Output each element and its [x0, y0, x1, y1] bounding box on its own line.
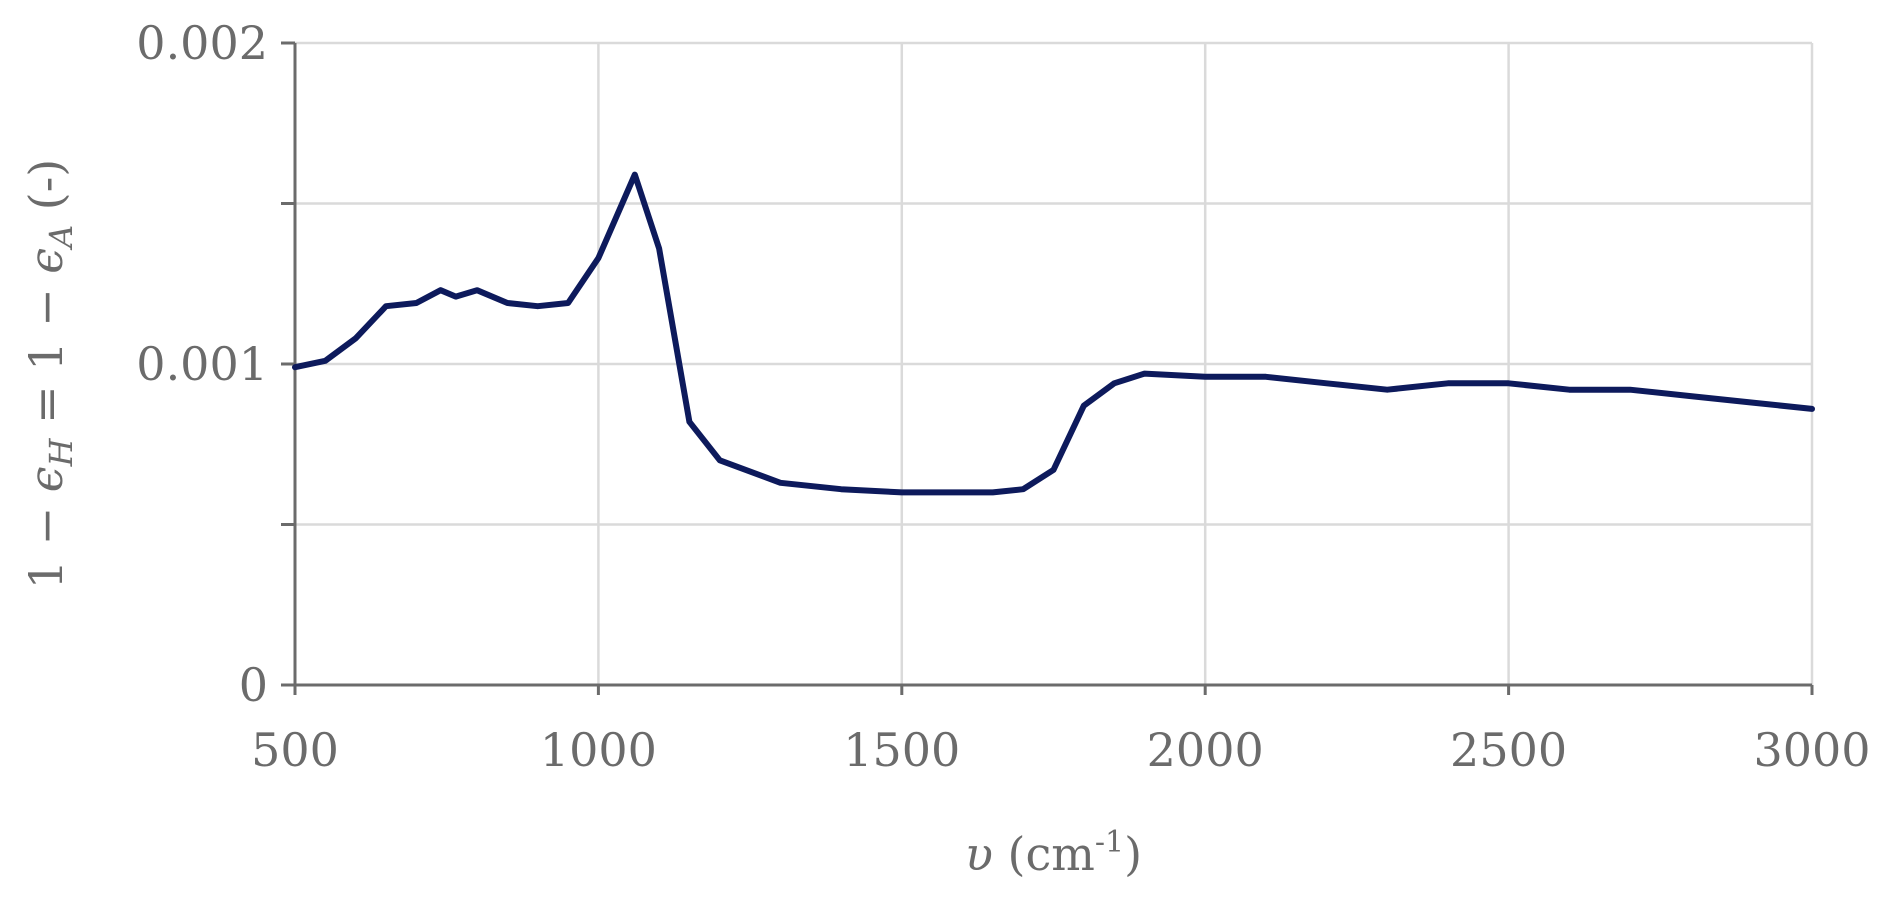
y-axis-title: 1 − ϵH = 1 − ϵA (-)	[19, 159, 80, 590]
x-tick-label: 2500	[1450, 723, 1567, 777]
tick-marks	[281, 41, 1814, 695]
y-axis-title-part1: 1 −	[19, 492, 73, 589]
x-tick-labels: 500 1000 1500 2000 2500 3000	[251, 723, 1870, 777]
x-tick-label: 3000	[1753, 723, 1870, 777]
x-axis-title: υ (cm-1)	[965, 825, 1142, 881]
x-axis-variable: υ	[965, 827, 993, 881]
y-tick-label: 0.002	[136, 16, 268, 70]
y-axis-title-part3: (-)	[19, 159, 73, 225]
y-axis-title-part2: = 1 −	[19, 274, 73, 439]
y-tick-label: 0	[239, 658, 268, 712]
x-axis-unit-superscript: -1	[1095, 825, 1124, 860]
y-axis-title-epsilon2: ϵ	[19, 248, 73, 274]
y-tick-label: 0.001	[136, 337, 268, 391]
series-line	[292, 171, 1815, 496]
x-tick-label: 1000	[540, 723, 657, 777]
y-axis-title-epsilon1: ϵ	[19, 466, 73, 492]
x-tick-label: 500	[251, 723, 339, 777]
series-group	[292, 171, 1815, 496]
x-tick-label: 2000	[1147, 723, 1264, 777]
y-tick-labels: 0 0.001 0.002	[136, 16, 268, 712]
y-axis-title-subscript2: A	[42, 225, 80, 251]
y-axis-title-subscript1: H	[42, 437, 80, 467]
x-axis-unit-open: (cm	[993, 827, 1095, 881]
x-tick-label: 1500	[843, 723, 960, 777]
grid-lines	[295, 41, 1814, 685]
x-axis-unit-close: )	[1124, 827, 1142, 881]
